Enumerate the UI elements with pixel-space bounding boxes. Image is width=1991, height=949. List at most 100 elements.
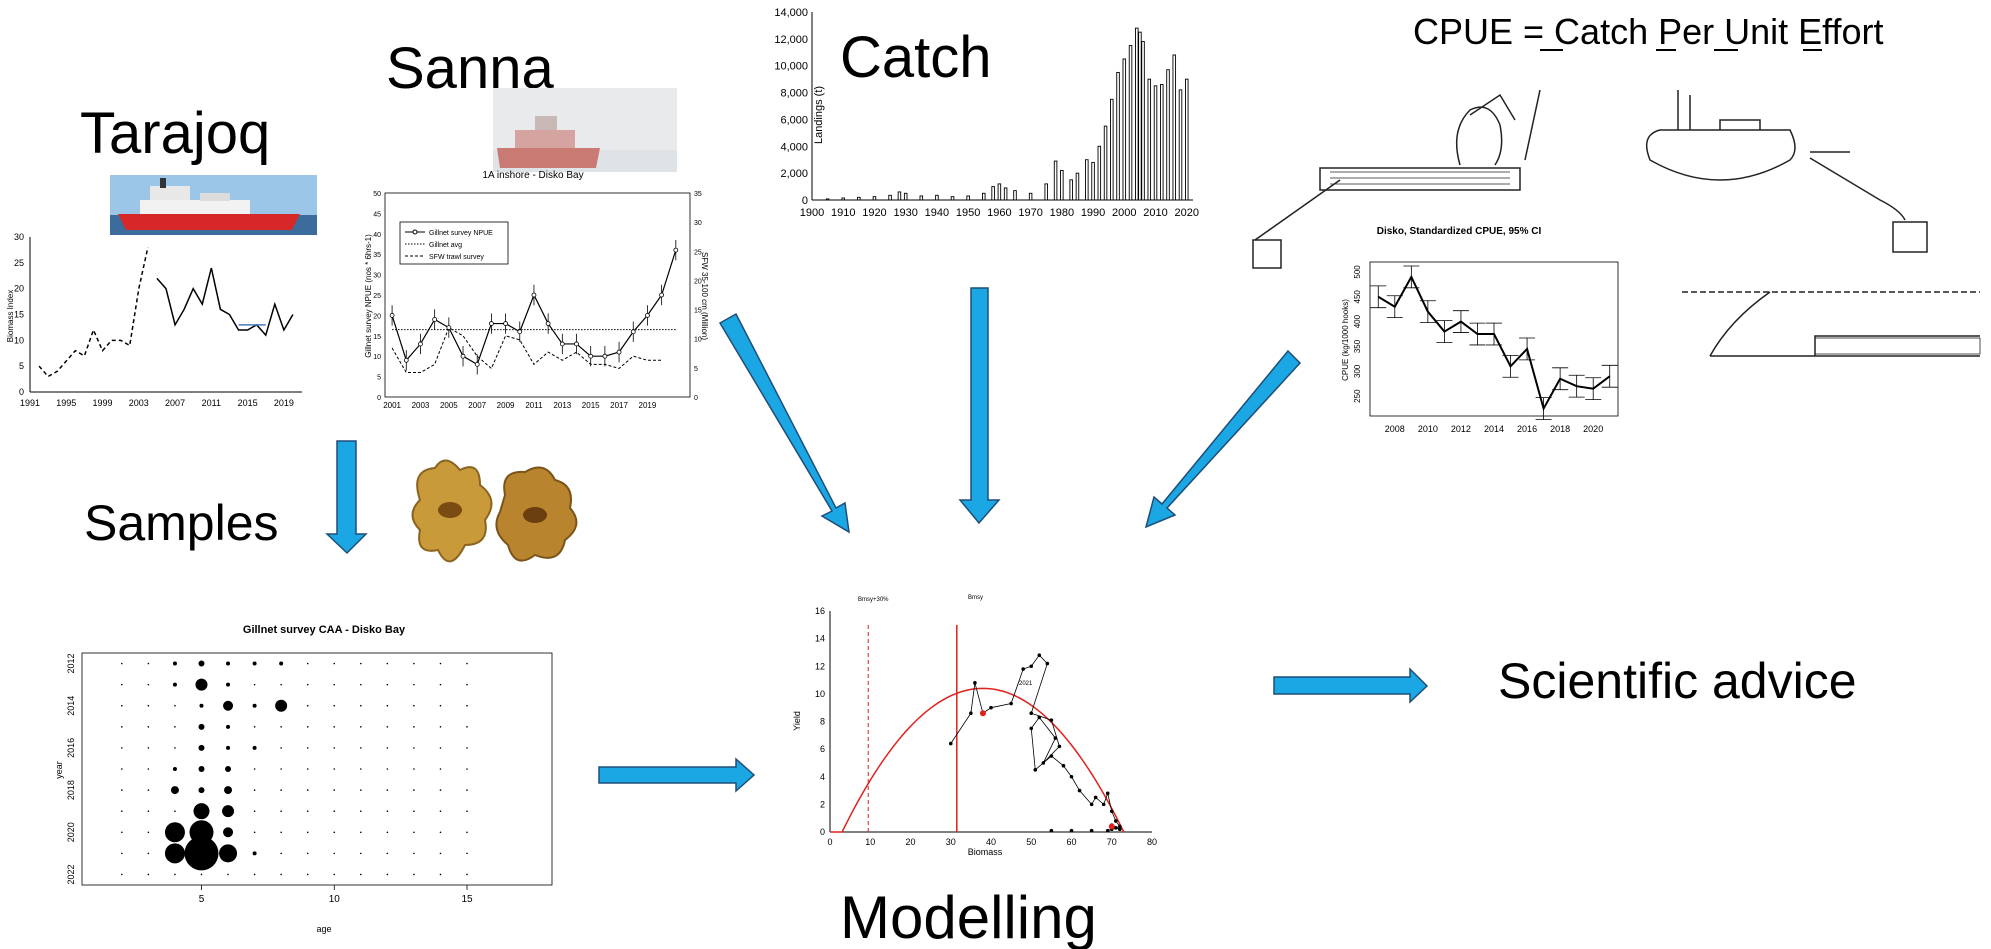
sanna-x-tick: 2013 [553, 401, 571, 410]
catch-bar [1013, 190, 1017, 201]
caa-bubble [413, 852, 415, 855]
caa-bubble [306, 768, 309, 770]
catch-bar [1103, 125, 1108, 201]
caa-bubble [306, 683, 309, 686]
catch-bar [1060, 170, 1064, 201]
sanna-ship-image [493, 88, 677, 172]
sanna-legend-sfw: SFW trawl survey [429, 254, 484, 261]
catch-bar [1172, 54, 1177, 201]
tarajoq-biomass-chart: Biomass Index 0 5 10 15 20 25 30 1991 1995 1999 20… [6, 232, 302, 408]
caa-bubble [466, 704, 468, 707]
caa-bubble [198, 766, 205, 772]
tarajoq-x-tick: 2007 [165, 398, 185, 408]
cpue-x-tick: 2010 [1418, 424, 1438, 434]
catch-bar [1166, 69, 1170, 201]
caa-bubble [333, 747, 336, 749]
caa-bubble [172, 682, 177, 687]
caa-bubble [121, 683, 123, 686]
sanna-npue-point [659, 292, 665, 298]
caa-bubble [219, 844, 238, 863]
model-trajectory-point [1037, 653, 1042, 657]
caa-bubble [413, 768, 415, 770]
caa-bubble [360, 873, 362, 876]
caa-bubble-chart: Gillnet survey CAA - Disko Bay age year … [54, 624, 553, 934]
tarajoq-x-tick: 2003 [129, 398, 149, 408]
caa-bubble [174, 873, 176, 876]
catch-bar [991, 186, 995, 201]
catch-bar [1028, 192, 1033, 201]
caa-bubble [306, 831, 309, 834]
sanna-npue-point [403, 357, 409, 363]
caa-bubble [170, 786, 179, 795]
model-trajectory-point [969, 711, 973, 716]
model-trajectory-point [1105, 791, 1110, 796]
caa-bubble [121, 831, 123, 834]
caa-bubble [439, 704, 442, 707]
caa-bubble [198, 744, 205, 751]
tarajoq-y-tick: 5 [19, 361, 24, 371]
model-trajectory-point [1113, 826, 1118, 830]
catch-y-tick: 12,000 [774, 34, 808, 46]
catch-bar [982, 192, 986, 201]
tarajoq-x-tick: 1991 [20, 398, 40, 408]
cpue-y-tick: 500 [1353, 265, 1362, 279]
caa-bubble [195, 678, 208, 691]
caa-bubble [275, 699, 288, 712]
caa-bubble [147, 789, 150, 791]
sanna-npue-point [673, 247, 679, 253]
caa-bubble [333, 831, 336, 834]
sanna-npue-point [616, 349, 622, 355]
catch-bar [903, 192, 908, 201]
caa-bubble [306, 852, 309, 855]
caa-bubble [147, 726, 150, 728]
caa-x-tick: 15 [461, 894, 473, 905]
caa-bubble [121, 662, 123, 665]
cpue-x-tick: 2018 [1550, 424, 1570, 434]
cpue-y-tick: 300 [1353, 364, 1362, 378]
caa-bubble [386, 662, 389, 665]
cpue-x-tick: 2008 [1385, 424, 1405, 434]
model-trajectory-point [1109, 809, 1114, 814]
sanna-x-tick: 2005 [440, 401, 458, 410]
caa-bubble [164, 843, 185, 864]
caa-bubble [333, 852, 336, 855]
arrow-modelling-to-advice [1273, 667, 1429, 704]
caa-bubble [306, 873, 309, 876]
sanna-npue-point [545, 321, 551, 326]
catch-y-tick: 2,000 [780, 168, 808, 180]
label-samples: Samples [84, 495, 279, 551]
model-trajectory-point [1049, 754, 1054, 758]
caa-bubble [223, 827, 234, 838]
tarajoq-y-tick: 20 [14, 284, 24, 294]
model-trajectory-point [1093, 795, 1098, 800]
caa-bubble [253, 768, 256, 770]
catch-bar [872, 196, 877, 201]
model-annot-bmsy30: Bmsy+30% [858, 597, 889, 603]
caa-bubble [121, 747, 123, 749]
caa-bubble [466, 747, 468, 749]
catch-bar [1044, 183, 1048, 201]
model-annot-2021: 2021 [1019, 681, 1033, 687]
caa-bubble [121, 768, 123, 770]
caa-bubble [253, 683, 256, 686]
caa-bubble [360, 810, 362, 812]
label-catch: Catch [840, 25, 992, 90]
sanna-title: 1A inshore - Disko Bay [482, 170, 583, 181]
caa-bubble [466, 831, 468, 834]
sanna-npue-chart: 1A inshore - Disko Bay Gillnet survey NP… [364, 170, 709, 410]
sanna-y2-tick: 0 [694, 395, 698, 402]
sanna-ylabel-right: SFW 35-100 cm (Million) [700, 252, 709, 340]
caa-bubble [439, 810, 442, 812]
sanna-y-tick: 0 [377, 395, 381, 402]
model-trajectory-point [1069, 828, 1074, 833]
caa-y-tick: 2020 [66, 822, 76, 842]
catch-y-tick: 4,000 [780, 141, 808, 153]
cpue-plot-frame [1369, 261, 1619, 417]
sanna-npue-point [517, 329, 523, 335]
tarajoq-series-line [156, 267, 294, 337]
catch-x-tick: 2010 [1143, 207, 1167, 219]
caa-bubble [386, 789, 389, 791]
model-trajectory-point [1021, 667, 1025, 671]
caa-y-tick: 2014 [66, 696, 76, 716]
